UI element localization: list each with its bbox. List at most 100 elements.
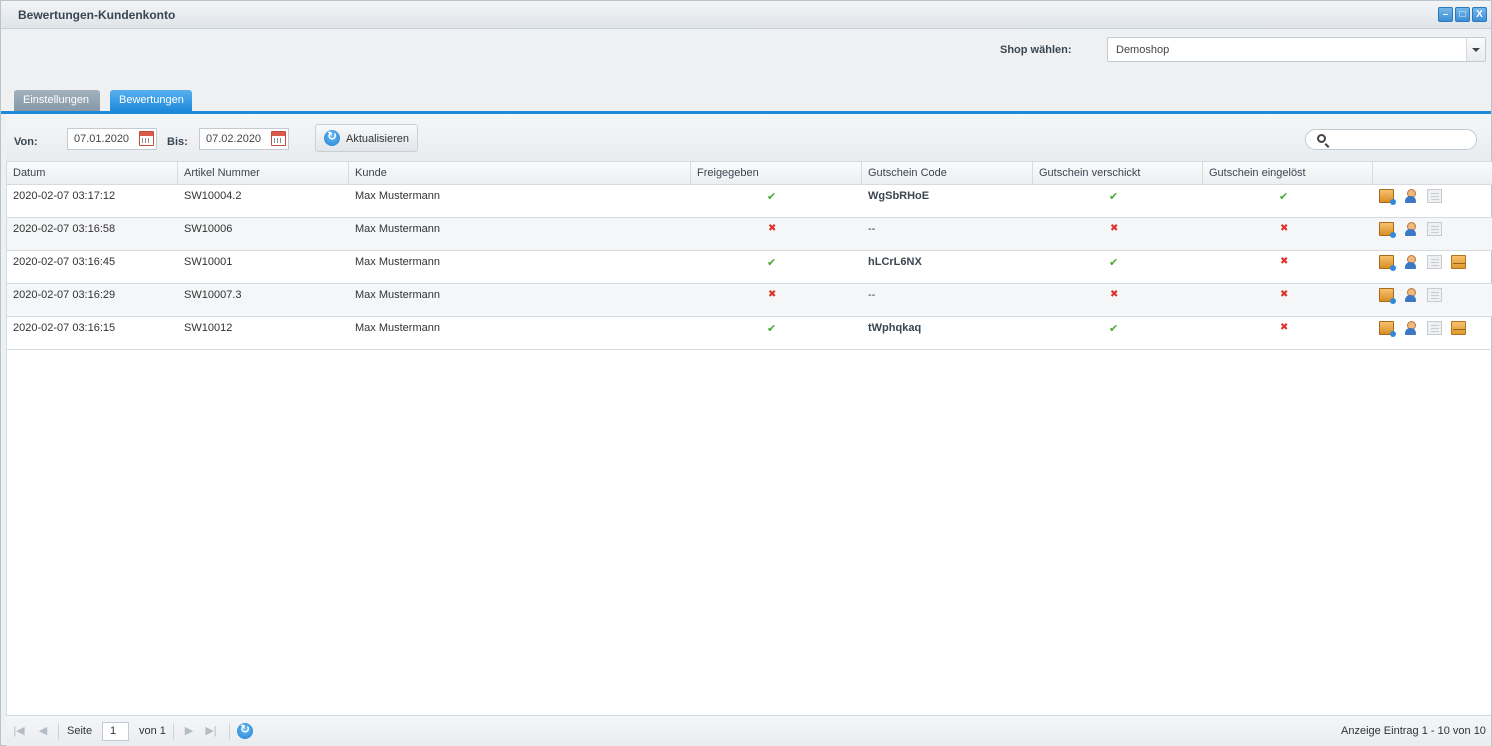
first-page-icon[interactable]: |◀ bbox=[13, 725, 25, 737]
column-header-verschickt[interactable]: Gutschein verschickt bbox=[1033, 162, 1203, 185]
cell-artikel: SW10001 bbox=[184, 256, 233, 268]
cell-code: hLCrL6NX bbox=[868, 256, 922, 268]
page-label: Seite bbox=[67, 725, 93, 737]
cell-datum: 2020-02-07 03:17:12 bbox=[13, 190, 116, 202]
refresh-button[interactable]: Aktualisieren bbox=[315, 124, 418, 152]
reviews-grid: Datum Artikel Nummer Kunde Freigegeben G… bbox=[6, 162, 1492, 715]
copy-icon[interactable] bbox=[1427, 255, 1442, 269]
from-date-value: 07.01.2020 bbox=[74, 133, 130, 145]
cross-icon: ✖ bbox=[1280, 289, 1289, 300]
to-date-value: 07.02.2020 bbox=[206, 133, 262, 145]
column-header-eingeloest[interactable]: Gutschein eingelöst bbox=[1203, 162, 1373, 185]
cell-artikel: SW10007.3 bbox=[184, 289, 242, 301]
tab-bewertungen[interactable]: Bewertungen bbox=[110, 90, 192, 111]
prev-page-icon[interactable]: ◀ bbox=[38, 725, 48, 737]
shop-label: Shop wählen: bbox=[1000, 44, 1072, 56]
mail-icon[interactable] bbox=[1379, 189, 1396, 205]
cell-kunde: Max Mustermann bbox=[355, 190, 440, 202]
refresh-icon bbox=[324, 129, 340, 146]
chevron-down-icon[interactable] bbox=[1466, 38, 1485, 61]
copy-icon[interactable] bbox=[1427, 288, 1442, 302]
copy-icon[interactable] bbox=[1427, 222, 1442, 236]
column-header-artikel[interactable]: Artikel Nummer bbox=[178, 162, 349, 185]
customer-icon[interactable] bbox=[1403, 321, 1418, 335]
cell-datum: 2020-02-07 03:16:15 bbox=[13, 322, 116, 334]
grid-header: Datum Artikel Nummer Kunde Freigegeben G… bbox=[7, 162, 1492, 185]
tab-bar: Einstellungen Bewertungen bbox=[1, 78, 1491, 112]
refresh-button-label: Aktualisieren bbox=[346, 133, 409, 145]
cell-code: WgSbRHoE bbox=[868, 190, 930, 202]
customer-icon[interactable] bbox=[1403, 288, 1418, 302]
table-row[interactable]: 2020-02-07 03:16:58 SW10006 Max Musterma… bbox=[7, 218, 1492, 251]
refresh-icon[interactable] bbox=[237, 722, 253, 739]
calendar-icon[interactable] bbox=[139, 131, 154, 146]
table-row[interactable]: 2020-02-07 03:16:29 SW10007.3 Max Muster… bbox=[7, 284, 1492, 317]
shop-select[interactable]: Demoshop bbox=[1107, 37, 1486, 62]
from-date-field[interactable]: 07.01.2020 bbox=[67, 128, 157, 150]
page-total-label: von 1 bbox=[139, 725, 166, 737]
column-header-code[interactable]: Gutschein Code bbox=[862, 162, 1033, 185]
close-button[interactable]: X bbox=[1472, 7, 1487, 22]
copy-icon[interactable] bbox=[1427, 189, 1442, 203]
pager-summary: Anzeige Eintrag 1 - 10 von 10 bbox=[1341, 725, 1486, 737]
cross-icon: ✖ bbox=[1280, 256, 1289, 267]
cell-kunde: Max Mustermann bbox=[355, 322, 440, 334]
pager-separator bbox=[229, 723, 230, 740]
cell-code: tWphqkaq bbox=[868, 322, 922, 334]
cell-artikel: SW10006 bbox=[184, 223, 233, 235]
customer-icon[interactable] bbox=[1403, 255, 1418, 269]
search-input[interactable] bbox=[1305, 129, 1477, 150]
maximize-button[interactable]: □ bbox=[1455, 7, 1470, 22]
minimize-button[interactable]: – bbox=[1438, 7, 1453, 22]
mail-icon[interactable] bbox=[1379, 255, 1396, 271]
check-icon: ✔ bbox=[767, 257, 777, 269]
pager-separator bbox=[58, 723, 59, 740]
mail-icon[interactable] bbox=[1379, 321, 1396, 337]
page-input[interactable]: 1 bbox=[102, 722, 129, 741]
next-page-icon[interactable]: ▶ bbox=[184, 725, 194, 737]
cell-code: -- bbox=[868, 289, 876, 301]
cross-icon: ✖ bbox=[1280, 322, 1289, 333]
calendar-icon[interactable] bbox=[271, 131, 286, 146]
to-date-field[interactable]: 07.02.2020 bbox=[199, 128, 289, 150]
table-row[interactable]: 2020-02-07 03:17:12 SW10004.2 Max Muster… bbox=[7, 185, 1492, 218]
shop-bar: Shop wählen: Demoshop bbox=[1, 30, 1491, 78]
check-icon: ✔ bbox=[767, 323, 777, 335]
table-row[interactable]: 2020-02-07 03:16:15 SW10012 Max Musterma… bbox=[7, 317, 1492, 350]
column-header-datum[interactable]: Datum bbox=[7, 162, 178, 185]
title-bar[interactable]: Bewertungen-Kundenkonto – □ X bbox=[1, 1, 1491, 29]
check-icon: ✔ bbox=[1279, 191, 1289, 203]
send-voucher-icon[interactable] bbox=[1451, 255, 1466, 269]
search-icon bbox=[1317, 134, 1326, 143]
customer-icon[interactable] bbox=[1403, 189, 1418, 203]
last-page-icon[interactable]: ▶| bbox=[205, 725, 217, 737]
tab-divider bbox=[1, 111, 1491, 114]
to-label: Bis: bbox=[167, 136, 188, 148]
shop-select-value: Demoshop bbox=[1116, 44, 1170, 56]
mail-icon[interactable] bbox=[1379, 288, 1396, 304]
cross-icon: ✖ bbox=[1110, 223, 1119, 234]
cell-code: -- bbox=[868, 223, 876, 235]
cell-datum: 2020-02-07 03:16:29 bbox=[13, 289, 116, 301]
table-row[interactable]: 2020-02-07 03:16:45 SW10001 Max Musterma… bbox=[7, 251, 1492, 284]
customer-icon[interactable] bbox=[1403, 222, 1418, 236]
cell-artikel: SW10004.2 bbox=[184, 190, 242, 202]
column-header-kunde[interactable]: Kunde bbox=[349, 162, 691, 185]
column-header-freigegeben[interactable]: Freigegeben bbox=[691, 162, 862, 185]
cell-kunde: Max Mustermann bbox=[355, 256, 440, 268]
check-icon: ✔ bbox=[1109, 257, 1119, 269]
mail-icon[interactable] bbox=[1379, 222, 1396, 238]
cell-datum: 2020-02-07 03:16:58 bbox=[13, 223, 116, 235]
cross-icon: ✖ bbox=[768, 223, 777, 234]
send-voucher-icon[interactable] bbox=[1451, 321, 1466, 335]
check-icon: ✔ bbox=[767, 191, 777, 203]
from-label: Von: bbox=[14, 136, 38, 148]
window-title: Bewertungen-Kundenkonto bbox=[18, 8, 176, 22]
window-controls: – □ X bbox=[1438, 7, 1487, 22]
copy-icon[interactable] bbox=[1427, 321, 1442, 335]
cross-icon: ✖ bbox=[1280, 223, 1289, 234]
cross-icon: ✖ bbox=[1110, 289, 1119, 300]
cell-kunde: Max Mustermann bbox=[355, 223, 440, 235]
tab-einstellungen[interactable]: Einstellungen bbox=[14, 90, 100, 111]
